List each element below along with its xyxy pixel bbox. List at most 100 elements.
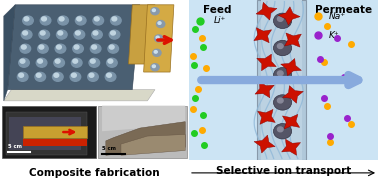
Text: Feed: Feed [203, 5, 232, 15]
Polygon shape [4, 90, 155, 101]
Circle shape [71, 58, 82, 67]
Circle shape [151, 64, 159, 71]
Circle shape [273, 95, 292, 110]
Polygon shape [9, 117, 81, 151]
Polygon shape [121, 135, 185, 155]
Circle shape [273, 68, 292, 83]
Circle shape [38, 59, 42, 63]
Circle shape [93, 31, 98, 35]
Bar [98, 106, 187, 158]
Circle shape [277, 127, 283, 132]
Polygon shape [283, 86, 303, 103]
Polygon shape [285, 33, 301, 47]
Circle shape [57, 30, 67, 39]
Bar [2, 106, 96, 158]
Circle shape [22, 45, 26, 49]
Text: Selective ion transport: Selective ion transport [216, 167, 351, 176]
Circle shape [75, 16, 86, 25]
Circle shape [54, 58, 64, 67]
Polygon shape [258, 109, 275, 124]
Polygon shape [281, 59, 301, 76]
Polygon shape [282, 114, 300, 129]
Circle shape [77, 17, 82, 21]
Circle shape [23, 16, 33, 25]
Circle shape [90, 44, 101, 53]
Circle shape [91, 30, 102, 39]
Circle shape [24, 17, 29, 21]
Polygon shape [282, 139, 301, 155]
Circle shape [21, 30, 32, 39]
Circle shape [89, 58, 99, 67]
Circle shape [36, 58, 47, 67]
Circle shape [152, 65, 155, 68]
Polygon shape [256, 2, 277, 20]
Circle shape [94, 17, 99, 21]
Circle shape [109, 45, 114, 49]
Circle shape [156, 36, 159, 39]
Circle shape [107, 58, 117, 67]
Polygon shape [8, 5, 140, 90]
Circle shape [90, 59, 95, 63]
Bar [23, 126, 87, 138]
Bar [23, 139, 87, 146]
Circle shape [70, 72, 81, 81]
Circle shape [111, 31, 115, 35]
Circle shape [153, 49, 161, 56]
Circle shape [58, 16, 68, 25]
Polygon shape [278, 7, 300, 25]
Circle shape [37, 44, 48, 53]
Circle shape [109, 30, 120, 39]
Polygon shape [144, 5, 174, 72]
Circle shape [105, 72, 116, 81]
Circle shape [107, 73, 112, 77]
Text: Na⁺: Na⁺ [329, 12, 346, 20]
Polygon shape [4, 5, 15, 101]
Polygon shape [257, 54, 276, 71]
Circle shape [35, 72, 45, 81]
Circle shape [40, 31, 45, 35]
Circle shape [23, 31, 28, 35]
Circle shape [71, 73, 76, 77]
Circle shape [277, 17, 283, 21]
Circle shape [273, 124, 292, 139]
Circle shape [59, 17, 64, 21]
Bar [261, 0, 302, 160]
Circle shape [155, 35, 163, 42]
Circle shape [19, 73, 23, 77]
Polygon shape [129, 5, 155, 64]
Circle shape [158, 22, 161, 24]
Polygon shape [102, 106, 185, 131]
Circle shape [156, 20, 165, 28]
Circle shape [58, 31, 63, 35]
Polygon shape [254, 28, 271, 43]
Circle shape [54, 73, 59, 77]
Circle shape [53, 72, 63, 81]
Circle shape [57, 45, 61, 49]
Polygon shape [106, 122, 185, 155]
Circle shape [73, 44, 83, 53]
Bar [257, 0, 306, 160]
Circle shape [92, 45, 96, 49]
Circle shape [39, 45, 44, 49]
Polygon shape [6, 112, 87, 155]
Circle shape [36, 73, 41, 77]
Circle shape [76, 31, 80, 35]
Circle shape [89, 73, 94, 77]
Polygon shape [255, 82, 274, 98]
Circle shape [42, 17, 46, 21]
Circle shape [277, 71, 283, 76]
Text: Li⁺: Li⁺ [214, 16, 226, 25]
Circle shape [108, 59, 113, 63]
Text: K⁺: K⁺ [329, 31, 339, 40]
Circle shape [40, 16, 51, 25]
Circle shape [55, 44, 66, 53]
Circle shape [55, 59, 60, 63]
Circle shape [277, 98, 283, 103]
Circle shape [20, 59, 25, 63]
Text: 5 cm: 5 cm [8, 144, 22, 149]
Circle shape [19, 58, 29, 67]
Circle shape [74, 30, 85, 39]
Circle shape [17, 72, 28, 81]
Circle shape [152, 9, 155, 12]
Circle shape [154, 51, 157, 53]
